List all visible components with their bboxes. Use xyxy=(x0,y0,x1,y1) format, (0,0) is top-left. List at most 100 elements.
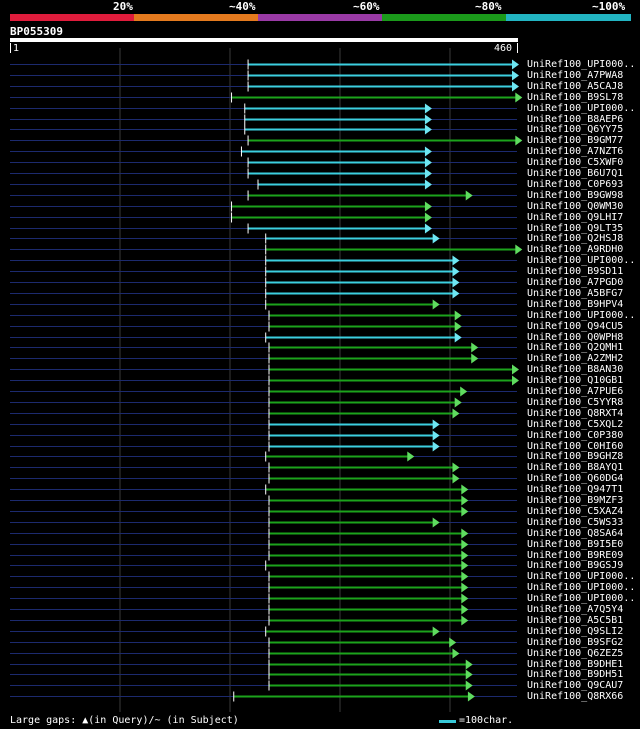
hit-name-link[interactable]: UniRef100_C5WS33 xyxy=(527,516,624,528)
hit-name-link[interactable]: UniRef100_A2ZMH2 xyxy=(527,352,624,364)
hit-name-link[interactable]: UniRef100_B9SFG2 xyxy=(527,636,624,648)
hit-name-link[interactable]: UniRef100_Q9LHI7 xyxy=(527,211,624,223)
hit-end-arrow-icon xyxy=(461,615,469,626)
hit-name-link[interactable]: UniRef100_B8AEP6 xyxy=(527,113,624,125)
hit-end-arrow-icon xyxy=(432,233,440,244)
hit-end-arrow-icon xyxy=(461,604,469,615)
hit-name-link[interactable]: UniRef100_B9DH51 xyxy=(527,668,624,680)
legend-bar-40 xyxy=(134,14,258,21)
hit-name-link[interactable]: UniRef100_B9GM77 xyxy=(527,134,624,146)
hit-end-arrow-icon xyxy=(515,92,523,103)
hit-end-arrow-icon xyxy=(515,135,523,146)
hit-name-link[interactable]: UniRef100_A9RDH0 xyxy=(527,243,624,255)
hit-name-link[interactable]: UniRef100_Q60DG4 xyxy=(527,472,624,484)
hit-name-link[interactable]: UniRef100_Q9CAU7 xyxy=(527,679,624,691)
hit-name-link[interactable]: UniRef100_UPI000.. xyxy=(527,58,636,70)
hit-name-link[interactable]: UniRef100_A5BFG7 xyxy=(527,287,624,299)
hit-end-arrow-icon xyxy=(512,81,519,92)
hit-name-link[interactable]: UniRef100_A7PUE6 xyxy=(527,385,624,397)
hit-name-link[interactable]: UniRef100_Q6YY75 xyxy=(527,123,624,135)
hit-name-link[interactable]: UniRef100_UPI000.. xyxy=(527,581,636,593)
hit-end-arrow-icon xyxy=(452,473,460,484)
hit-name-link[interactable]: UniRef100_Q2HSJ8 xyxy=(527,232,624,244)
hit-end-arrow-icon xyxy=(424,212,432,223)
hit-end-arrow-icon xyxy=(471,353,479,364)
hit-name-link[interactable]: UniRef100_C5XQL2 xyxy=(527,418,624,430)
hit-end-arrow-icon xyxy=(465,680,473,691)
hit-name-link[interactable]: UniRef100_B9GW98 xyxy=(527,189,624,201)
hit-name-link[interactable]: UniRef100_A5C5B1 xyxy=(527,614,624,626)
hit-name-link[interactable]: UniRef100_A7PWA8 xyxy=(527,69,624,81)
hit-name-link[interactable]: UniRef100_Q9SLI2 xyxy=(527,625,624,637)
gaps-legend: Large gaps: ▲(in Query)/~ (in Subject) xyxy=(10,715,239,726)
hit-name-link[interactable]: UniRef100_UPI000.. xyxy=(527,309,636,321)
hit-name-link[interactable]: UniRef100_B9I5E0 xyxy=(527,538,624,550)
legend-bar-60 xyxy=(258,14,382,21)
hit-name-link[interactable]: UniRef100_Q947T1 xyxy=(527,483,624,495)
hit-name-link[interactable]: UniRef100_B8AN30 xyxy=(527,363,624,375)
hit-end-arrow-icon xyxy=(424,201,432,212)
hit-end-arrow-icon xyxy=(460,386,468,397)
hit-name-link[interactable]: UniRef100_Q94CU5 xyxy=(527,320,624,332)
legend-label-80: ~80% xyxy=(475,0,502,13)
ruler-end-tick xyxy=(517,43,518,53)
hit-name-link[interactable]: UniRef100_B9HPV4 xyxy=(527,298,624,310)
hit-name-link[interactable]: UniRef100_Q0WM30 xyxy=(527,200,624,212)
hit-name-link[interactable]: UniRef100_B9SL78 xyxy=(527,91,624,103)
hit-end-arrow-icon xyxy=(461,484,469,495)
legend-bar-20 xyxy=(10,14,134,21)
hit-name-link[interactable]: UniRef100_C0HI60 xyxy=(527,440,624,452)
hit-name-link[interactable]: UniRef100_Q8SA64 xyxy=(527,527,624,539)
hit-name-link[interactable]: UniRef100_B9MZF3 xyxy=(527,494,624,506)
hit-name-link[interactable]: UniRef100_C5YYR8 xyxy=(527,396,624,408)
hit-name-link[interactable]: UniRef100_Q8RXT4 xyxy=(527,407,624,419)
hit-name-link[interactable]: UniRef100_B8AYQ1 xyxy=(527,461,624,473)
hit-name-link[interactable]: UniRef100_A7PGD0 xyxy=(527,276,624,288)
hit-end-arrow-icon xyxy=(452,288,460,299)
hit-end-arrow-icon xyxy=(452,408,460,419)
scale-bar xyxy=(439,720,456,723)
hit-name-link[interactable]: UniRef100_B9GSJ9 xyxy=(527,559,624,571)
hit-name-link[interactable]: UniRef100_Q9LT35 xyxy=(527,222,624,234)
hit-name-link[interactable]: UniRef100_B9DHE1 xyxy=(527,658,624,670)
hit-end-arrow-icon xyxy=(515,244,523,255)
hit-name-link[interactable]: UniRef100_B9GHZ8 xyxy=(527,450,624,462)
hit-name-link[interactable]: UniRef100_B6U7Q1 xyxy=(527,167,624,179)
hit-name-link[interactable]: UniRef100_C5XWF0 xyxy=(527,156,624,168)
hit-name-link[interactable]: UniRef100_Q10GB1 xyxy=(527,374,624,386)
hit-name-link[interactable]: UniRef100_C0P380 xyxy=(527,429,624,441)
hit-name-link[interactable]: UniRef100_Q0WPH8 xyxy=(527,331,624,343)
hit-name-link[interactable]: UniRef100_A7Q5Y4 xyxy=(527,603,624,615)
hit-end-arrow-icon xyxy=(461,593,469,604)
hit-name-link[interactable]: UniRef100_UPI000.. xyxy=(527,592,636,604)
hit-end-arrow-icon xyxy=(449,637,457,648)
hit-name-link[interactable]: UniRef100_B9RE09 xyxy=(527,549,624,561)
hit-end-arrow-icon xyxy=(465,659,473,670)
legend-label-40: ~40% xyxy=(229,0,256,13)
hit-name-link[interactable]: UniRef100_C0P693 xyxy=(527,178,624,190)
hit-name-link[interactable]: UniRef100_UPI000.. xyxy=(527,254,636,266)
hit-name-link[interactable]: UniRef100_UPI000.. xyxy=(527,102,636,114)
hit-end-arrow-icon xyxy=(465,669,473,680)
hit-end-arrow-icon xyxy=(432,517,440,528)
hit-end-arrow-icon xyxy=(461,528,469,539)
hit-end-arrow-icon xyxy=(512,375,519,386)
hit-end-arrow-icon xyxy=(454,332,462,343)
legend-bar-100 xyxy=(506,14,631,21)
hit-name-link[interactable]: UniRef100_Q6ZEZ5 xyxy=(527,647,624,659)
hit-name-link[interactable]: UniRef100_A5CAJ8 xyxy=(527,80,624,92)
hit-name-link[interactable]: UniRef100_Q8RX66 xyxy=(527,690,624,702)
hit-end-arrow-icon xyxy=(512,70,519,81)
hit-name-link[interactable]: UniRef100_C5XAZ4 xyxy=(527,505,624,517)
hit-name-link[interactable]: UniRef100_Q2QMH1 xyxy=(527,341,624,353)
hit-end-arrow-icon xyxy=(454,310,462,321)
hit-name-link[interactable]: UniRef100_B9SD11 xyxy=(527,265,624,277)
hit-name-link[interactable]: UniRef100_A7NZT6 xyxy=(527,145,624,157)
hit-name-link[interactable]: UniRef100_UPI000.. xyxy=(527,570,636,582)
hit-end-arrow-icon xyxy=(461,506,469,517)
hit-end-arrow-icon xyxy=(461,539,469,550)
legend-label-60: ~60% xyxy=(353,0,380,13)
ruler-start: 1 xyxy=(13,43,20,54)
query-ruler xyxy=(10,38,518,42)
